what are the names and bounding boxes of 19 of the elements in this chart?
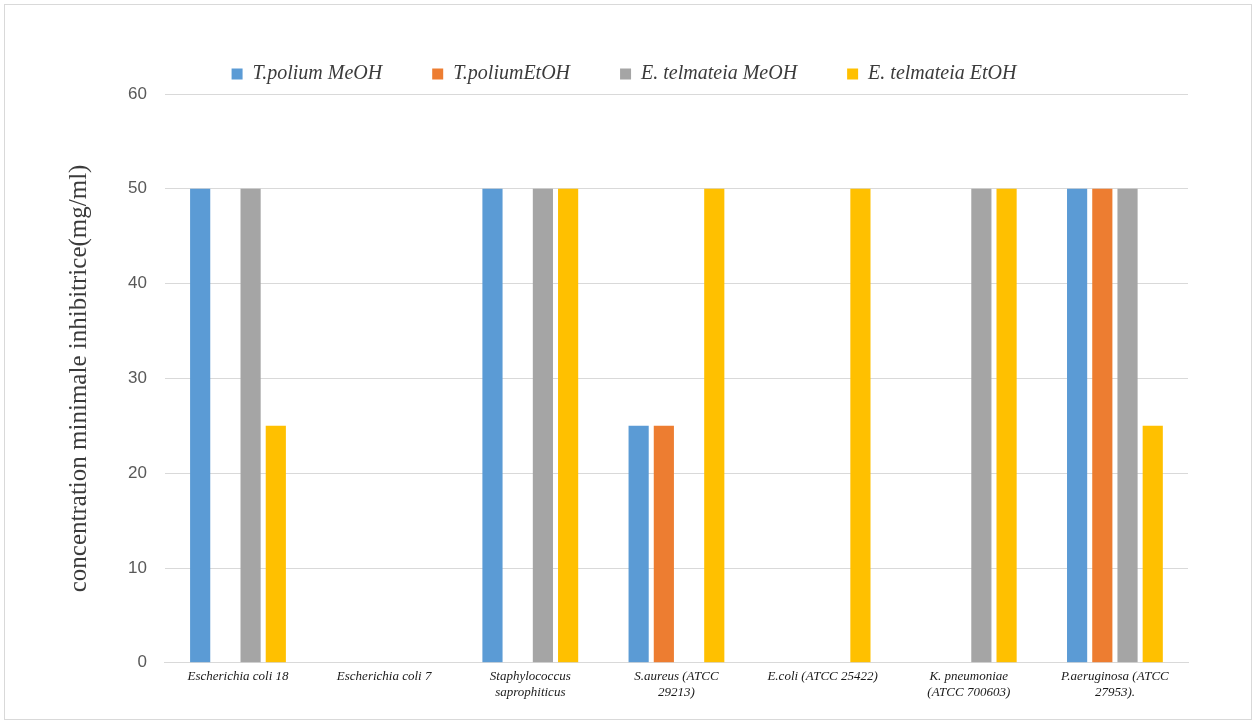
legend-label: E. telmateia EtOH xyxy=(867,61,1018,84)
x-tick-label: S.aureus (ATCC 29213) xyxy=(634,668,719,699)
y-tick-label: 40 xyxy=(127,273,147,293)
y-tick-label: 0 xyxy=(137,652,147,672)
y-tick-label: 10 xyxy=(127,557,147,577)
y-tick-label: 20 xyxy=(127,462,147,482)
x-tick-label: Staphylococcus saprophiticus xyxy=(489,668,571,699)
y-axis-title: concentration minimale inhibitrice(mg/ml) xyxy=(63,164,92,593)
y-tick-label: 60 xyxy=(127,83,147,103)
legend-label: T.poliumEtOH xyxy=(453,61,572,85)
legend-label: E. telmateia MeOH xyxy=(640,61,799,84)
x-tick-label: K. pneumoniae (ATCC 700603) xyxy=(927,668,1011,699)
x-tick-label: P.aeruginosa (ATCC 27953). xyxy=(1060,668,1170,699)
x-tick-label: Escherichia coli 18 xyxy=(186,668,290,684)
y-tick-label: 50 xyxy=(127,178,147,198)
y-tick-label: 30 xyxy=(127,368,147,388)
x-tick-label: Escherichia coli 7 xyxy=(335,668,432,684)
x-tick-label: E.coli (ATCC 25422) xyxy=(766,668,878,684)
legend-label: T.polium MeOH xyxy=(252,61,384,85)
